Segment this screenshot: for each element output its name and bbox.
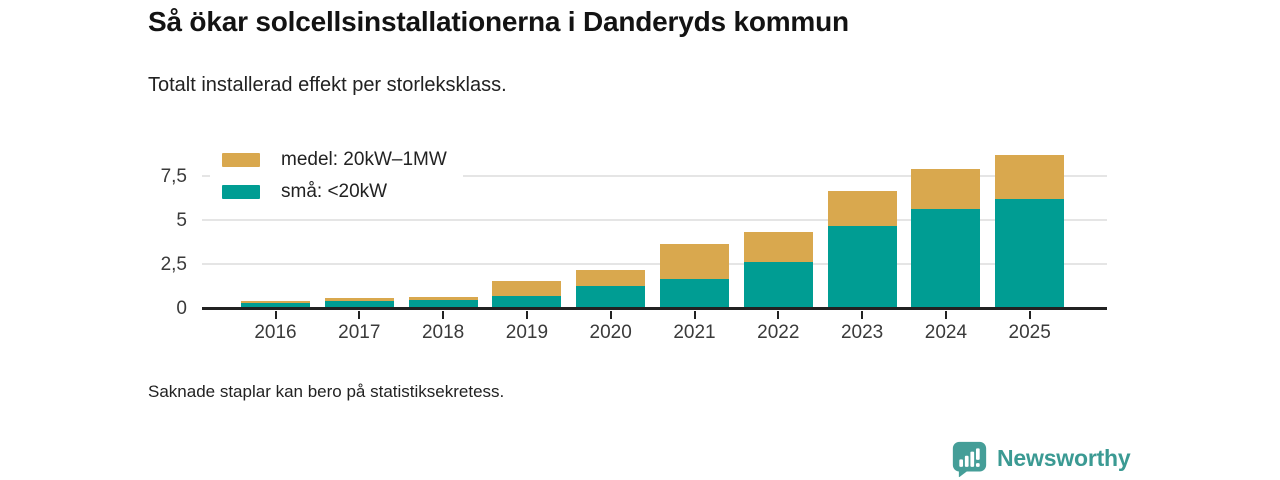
bar-segment-medel xyxy=(492,280,562,296)
bar-segment-medel xyxy=(743,232,813,263)
gridline xyxy=(202,263,1107,265)
legend-item-sma: små: <20kW xyxy=(222,182,447,202)
x-axis-tick xyxy=(609,311,612,319)
y-axis-label: 0 xyxy=(176,298,187,319)
x-axis-label: 2018 xyxy=(421,322,465,343)
x-axis-tick xyxy=(442,311,445,319)
x-axis-tick xyxy=(693,311,696,319)
bar-segment-sma xyxy=(660,278,729,308)
bar-segment-sma xyxy=(995,198,1065,308)
y-axis-label: 5 xyxy=(176,210,187,231)
newsworthy-logo[interactable]: Newsworthy xyxy=(951,440,1131,477)
chart-legend: medel: 20kW–1MW små: <20kW xyxy=(210,143,463,210)
x-axis-tick xyxy=(1028,311,1031,319)
legend-swatch-sma xyxy=(222,185,260,199)
bar-segment-medel xyxy=(995,154,1065,199)
x-axis-label: 2016 xyxy=(254,322,297,343)
bar-segment-medel xyxy=(324,298,394,301)
bar-segment-sma xyxy=(408,300,478,308)
x-axis-tick xyxy=(358,311,361,319)
bar-segment-medel xyxy=(660,243,729,279)
x-axis-label: 2019 xyxy=(505,322,549,343)
bar-segment-sma xyxy=(827,226,897,308)
y-axis-label: 2,5 xyxy=(160,254,187,275)
x-axis-tick xyxy=(777,311,780,319)
x-axis-label: 2025 xyxy=(1008,322,1051,343)
bar-segment-sma xyxy=(324,300,394,308)
footnote: Saknade staplar kan bero på statistiksek… xyxy=(148,382,505,401)
legend-item-medel: medel: 20kW–1MW xyxy=(222,150,447,170)
bar-segment-medel xyxy=(241,300,310,303)
x-axis-tick xyxy=(274,311,277,319)
chart-subtitle: Totalt installerad effekt per storlekskl… xyxy=(148,74,507,96)
legend-label-sma: små: <20kW xyxy=(281,181,388,202)
x-axis-line xyxy=(202,306,1107,310)
bar-segment-sma xyxy=(492,295,562,308)
bar-segment-medel xyxy=(911,168,981,210)
bar-segment-medel xyxy=(827,190,897,227)
x-axis-label: 2017 xyxy=(338,322,381,343)
gridline xyxy=(202,175,1107,177)
x-axis-label: 2022 xyxy=(757,322,800,343)
bar-segment-sma xyxy=(743,262,813,308)
legend-swatch-medel xyxy=(222,153,260,167)
x-axis-tick xyxy=(944,311,947,319)
x-axis-tick xyxy=(525,311,528,319)
bar-segment-sma xyxy=(911,209,981,308)
x-axis-label: 2021 xyxy=(673,322,716,343)
x-axis-label: 2023 xyxy=(840,322,884,343)
legend-label-medel: medel: 20kW–1MW xyxy=(281,149,447,170)
x-axis-label: 2024 xyxy=(924,322,968,343)
bar-segment-sma xyxy=(576,286,646,308)
bar-segment-medel xyxy=(576,270,646,286)
gridline xyxy=(202,219,1107,221)
bar-segment-medel xyxy=(408,297,478,301)
x-axis-tick xyxy=(861,311,864,319)
x-axis-label: 2020 xyxy=(589,322,632,343)
chart-title: Så ökar solcellsinstallationerna i Dande… xyxy=(148,6,849,37)
y-axis-label: 7,5 xyxy=(160,166,187,187)
newsworthy-icon xyxy=(952,441,987,477)
newsworthy-wordmark: Newsworthy xyxy=(997,445,1131,471)
bar-segment-sma xyxy=(241,302,310,308)
